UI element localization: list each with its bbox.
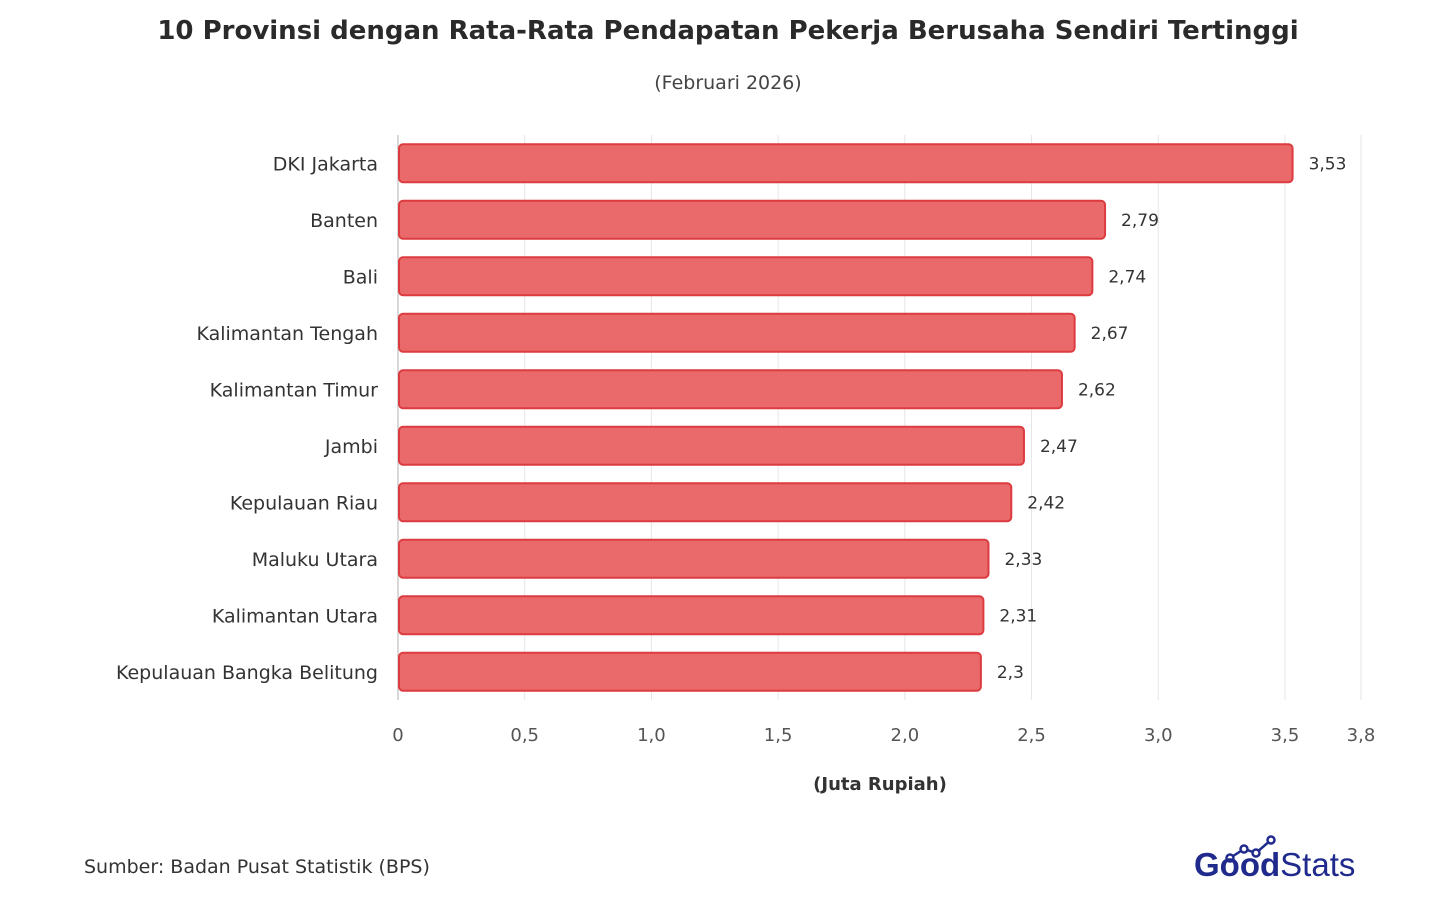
- bar: [398, 369, 1063, 410]
- value-label: 2,62: [1078, 380, 1116, 400]
- bar: [398, 143, 1294, 184]
- bar: [398, 256, 1094, 297]
- category-label: Kalimantan Utara: [212, 605, 378, 627]
- value-label: 2,67: [1091, 324, 1129, 344]
- bar: [398, 651, 982, 692]
- bar: [398, 595, 985, 636]
- chart-subtitle: (Februari 2026): [654, 72, 802, 94]
- logo-text-good: Good: [1194, 846, 1280, 883]
- value-label: 2,31: [999, 606, 1037, 626]
- value-label: 2,42: [1027, 493, 1065, 513]
- category-label: Kalimantan Tengah: [196, 323, 378, 345]
- bar: [398, 425, 1025, 466]
- chart-title: 10 Provinsi dengan Rata-Rata Pendapatan …: [157, 16, 1299, 46]
- x-tick-label: 3,5: [1271, 725, 1300, 746]
- bar: [398, 482, 1013, 523]
- category-label: Kalimantan Timur: [210, 379, 379, 401]
- category-label: Kepulauan Riau: [230, 492, 378, 514]
- x-tick-label: 0,5: [510, 725, 539, 746]
- source-note: Sumber: Badan Pusat Statistik (BPS): [84, 856, 430, 878]
- category-label: Jambi: [324, 436, 378, 458]
- x-tick-label: 1,5: [764, 725, 793, 746]
- x-tick-label: 0: [392, 725, 403, 746]
- x-tick-label: 1,0: [637, 725, 666, 746]
- bar-chart: 0 0,5 1,0 1,5 2,0 2,5 3,0 3,5 3,8 DKI Jakarta 3,53…: [116, 135, 1375, 795]
- category-label: DKI Jakarta: [273, 153, 378, 175]
- category-label: Bali: [343, 266, 378, 288]
- value-label: 3,53: [1309, 154, 1347, 174]
- svg-text:GoodStats: GoodStats: [1194, 846, 1355, 883]
- x-tick-label: 2,5: [1017, 725, 1046, 746]
- x-tick-label: 3,8: [1347, 725, 1376, 746]
- category-label: Banten: [310, 210, 378, 232]
- category-label: Kepulauan Bangka Belitung: [116, 662, 378, 684]
- x-axis-title: (Juta Rupiah): [813, 774, 947, 795]
- labels: 0 0,5 1,0 1,5 2,0 2,5 3,0 3,5 3,8 DKI Jakarta 3,53…: [116, 153, 1375, 746]
- bars: [398, 143, 1294, 692]
- logo-chart-icon: [1225, 835, 1276, 863]
- x-tick-label: 2,0: [891, 725, 920, 746]
- value-label: 2,74: [1108, 267, 1146, 287]
- value-label: 2,33: [1004, 550, 1042, 570]
- value-label: 2,79: [1121, 211, 1159, 231]
- bar: [398, 538, 990, 579]
- x-tick-label: 3,0: [1144, 725, 1173, 746]
- bar: [398, 312, 1076, 353]
- logo-text-stats: Stats: [1280, 846, 1355, 883]
- bar: [398, 199, 1107, 240]
- value-label: 2,47: [1040, 437, 1078, 457]
- goodstats-logo: GoodStats: [1194, 835, 1355, 883]
- category-label: Maluku Utara: [252, 549, 378, 571]
- value-label: 2,3: [997, 663, 1024, 683]
